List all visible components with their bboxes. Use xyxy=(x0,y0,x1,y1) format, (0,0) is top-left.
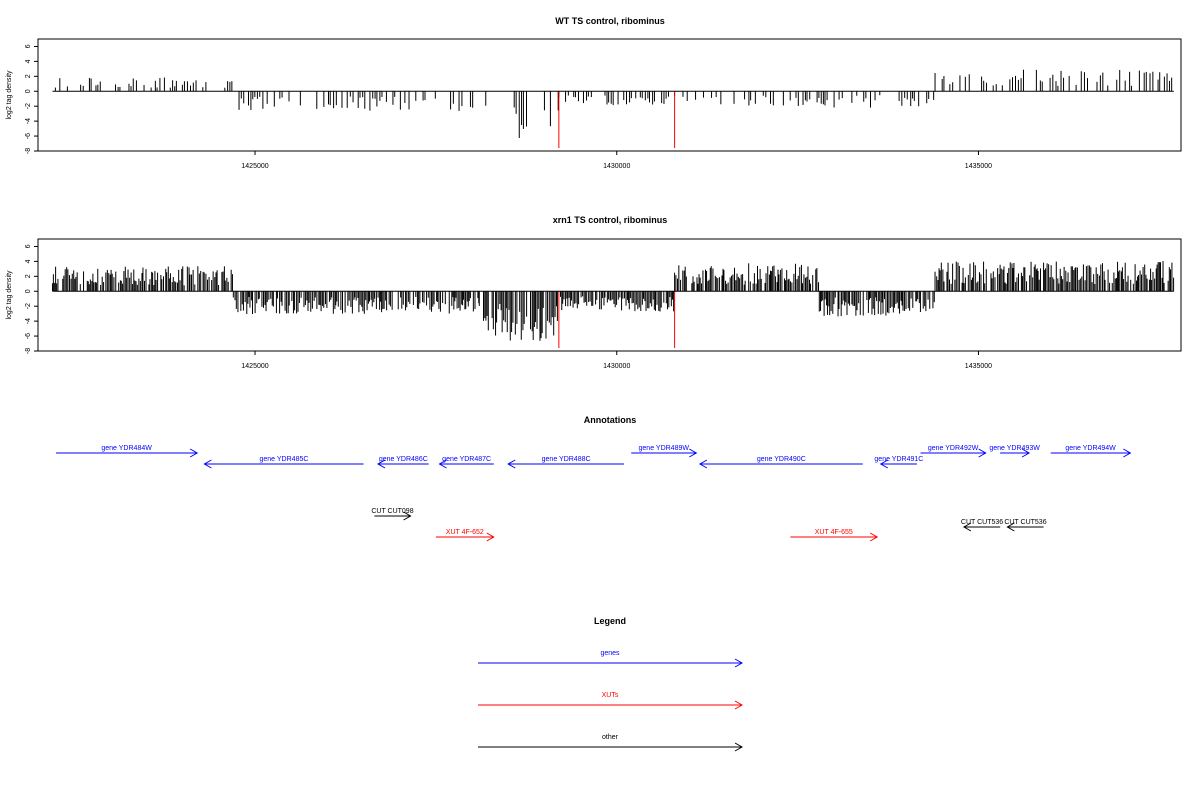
y-tick-label: 2 xyxy=(25,274,32,278)
gene-arrow xyxy=(376,459,429,469)
wt-plot-frame xyxy=(37,38,1182,152)
y-tick-label: 4 xyxy=(25,259,32,263)
other-arrow xyxy=(1006,522,1044,532)
y-tick-label: 4 xyxy=(25,59,32,63)
x-tick-label: 1425000 xyxy=(241,363,268,370)
gene-arrow xyxy=(438,459,494,469)
y-tick-label: -6 xyxy=(25,333,32,339)
gene-annotations: gene YDR484W gene YDR485C gene YDR486C gene… xyxy=(56,445,1132,469)
gene-label: gene YDR490C xyxy=(757,456,806,463)
gene-label: gene YDR485C xyxy=(260,456,309,463)
gene-label: gene YDR493W xyxy=(989,445,1040,452)
wt-ylabel: log2 tag density xyxy=(6,70,13,120)
other-label: CUT CUT098 xyxy=(371,508,413,515)
legend-arrow xyxy=(478,742,744,752)
wt-track-title: WT TS control, ribominus xyxy=(555,16,665,26)
gene-arrow xyxy=(920,448,987,458)
xrn1-highlight-lines xyxy=(558,291,676,349)
legend-label: XUTs xyxy=(602,692,619,699)
xrn1-ylabel: log2 tag density xyxy=(6,270,13,320)
other-arrow xyxy=(962,522,1001,532)
y-tick-label: -2 xyxy=(25,103,32,109)
other-label: CUT CUT536 xyxy=(961,519,1003,526)
y-tick-label: 0 xyxy=(25,89,32,93)
gene-arrow xyxy=(1050,448,1132,458)
gene-label: gene YDR487C xyxy=(442,456,491,463)
x-tick-label: 1430000 xyxy=(603,163,630,170)
xrn1-yaxis: 6 4 2 0 -2 -4 -6 -8 xyxy=(25,244,38,354)
xrn1-density-bars xyxy=(51,261,1175,341)
x-tick-label: 1435000 xyxy=(965,363,992,370)
xut-annotations: XUT 4F-652 XUT 4F-655 xyxy=(435,529,879,542)
legend-label: other xyxy=(602,734,619,741)
annotations-title: Annotations xyxy=(584,415,637,425)
legend-items: genes XUTs other xyxy=(478,650,744,752)
x-tick-label: 1430000 xyxy=(603,363,630,370)
y-tick-label: -8 xyxy=(25,148,32,154)
gene-label: gene YDR484W xyxy=(101,445,152,452)
wt-xaxis: 1425000 1430000 1435000 xyxy=(241,151,992,170)
legend-panel: Legend genes XUTs other xyxy=(478,616,744,752)
other-arrow xyxy=(374,511,412,521)
y-tick-label: -4 xyxy=(25,118,32,124)
xut-arrow xyxy=(435,532,495,542)
xut-label: XUT 4F-652 xyxy=(446,529,484,536)
legend-arrow xyxy=(478,700,744,710)
xrn1-xaxis: 1425000 1430000 1435000 xyxy=(241,351,992,370)
gene-arrow xyxy=(203,459,364,469)
y-tick-label: 0 xyxy=(25,289,32,293)
gene-label: gene YDR488C xyxy=(542,456,591,463)
gene-label: gene YDR486C xyxy=(379,456,428,463)
legend-label: genes xyxy=(600,650,620,657)
gene-arrow xyxy=(698,459,863,469)
wt-density-bars xyxy=(54,69,1173,138)
gene-arrow xyxy=(879,459,917,469)
y-tick-label: 2 xyxy=(25,74,32,78)
wt-highlight-lines xyxy=(558,91,676,149)
y-tick-label: 6 xyxy=(25,44,32,48)
y-tick-label: -6 xyxy=(25,133,32,139)
gene-arrow xyxy=(1000,448,1031,458)
x-tick-label: 1425000 xyxy=(241,163,268,170)
y-tick-label: 6 xyxy=(25,244,32,248)
gene-arrow xyxy=(507,459,624,469)
gene-label: gene YDR489W xyxy=(639,445,690,452)
gene-label: gene YDR494W xyxy=(1065,445,1116,452)
xut-arrow xyxy=(790,532,879,542)
xrn1-track-title: xrn1 TS control, ribominus xyxy=(553,215,668,225)
y-tick-label: -2 xyxy=(25,303,32,309)
gene-label: gene YDR491C xyxy=(874,456,923,463)
y-tick-label: -8 xyxy=(25,348,32,354)
y-tick-label: -4 xyxy=(25,318,32,324)
legend-title: Legend xyxy=(594,616,626,626)
other-annotations: CUT CUT098 CUT CUT536 CUT CUT536 xyxy=(371,508,1047,532)
xut-label: XUT 4F-655 xyxy=(815,529,853,536)
x-tick-label: 1435000 xyxy=(965,163,992,170)
wt-track-panel: WT TS control, ribominus log2 tag densit… xyxy=(6,16,1182,170)
wt-yaxis: 6 4 2 0 -2 -4 -6 -8 xyxy=(25,44,38,154)
xrn1-track-panel: xrn1 TS control, ribominus log2 tag dens… xyxy=(6,215,1182,370)
gene-arrow xyxy=(631,448,698,458)
xrn1-plot-frame xyxy=(37,238,1182,352)
legend-arrow xyxy=(478,658,744,668)
other-label: CUT CUT536 xyxy=(1004,519,1046,526)
gene-arrow xyxy=(56,448,199,458)
gene-label: gene YDR492W xyxy=(928,445,979,452)
